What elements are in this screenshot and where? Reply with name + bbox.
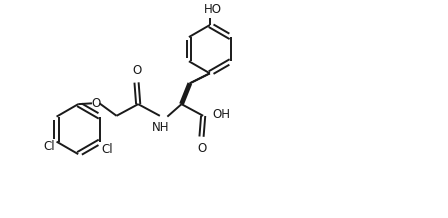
- Text: Cl: Cl: [102, 143, 113, 156]
- Text: Cl: Cl: [43, 140, 55, 153]
- Text: OH: OH: [212, 109, 230, 121]
- Text: O: O: [197, 142, 206, 155]
- Text: O: O: [91, 97, 100, 110]
- Text: NH: NH: [152, 121, 169, 134]
- Text: O: O: [132, 64, 141, 77]
- Text: HO: HO: [203, 3, 221, 16]
